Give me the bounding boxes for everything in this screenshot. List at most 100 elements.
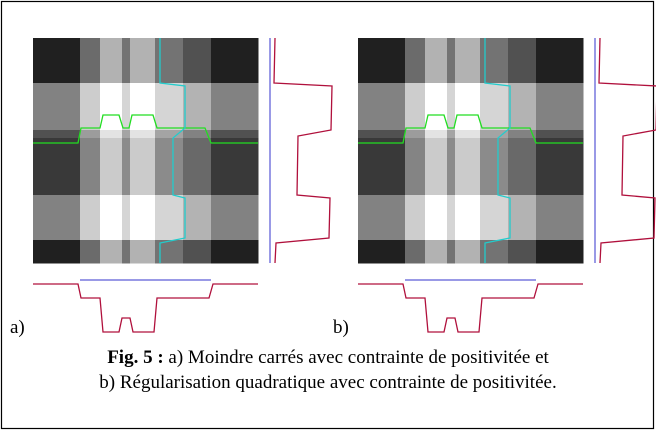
image-cell [155,38,184,84]
image-cell [508,138,537,196]
image-cell [405,130,426,139]
caption-line: Fig. 5 : a) Moindre carrés avec contrain… [107,347,549,368]
profile-bottom [33,283,258,333]
profile-horizontal [33,114,258,144]
image-cell [455,83,481,131]
image-cell [100,83,123,131]
image-cell [211,195,259,241]
image-cell [455,240,481,264]
image-cell [183,240,212,264]
image-cell [130,240,156,264]
image-cell [122,138,131,196]
image-cell [455,195,481,241]
image-cell [480,38,509,84]
image-cell [455,138,481,196]
image-cell [130,130,156,139]
image-cell [405,38,426,84]
image-cell [155,130,184,139]
image-cell [425,240,448,264]
image-cell [425,138,448,196]
image-cell [130,138,156,196]
image-cell [155,195,184,241]
image-cell [447,38,456,84]
panel-label: a) [10,317,25,338]
image-cell [508,83,537,131]
image-cell [536,38,584,84]
image-cell [358,38,406,84]
image-cell [447,83,456,131]
image-cell [358,83,406,131]
image-cell [508,130,537,139]
image-cell [100,38,123,84]
image-cell [155,138,184,196]
image-cell [130,195,156,241]
image-cell [480,195,509,241]
image-cell [122,195,131,241]
image-cell [130,38,156,84]
profile-right [598,37,656,264]
image-cell [183,130,212,139]
image-cell [455,130,481,139]
image-cell [183,38,212,84]
image-cell [447,130,456,139]
image-cell [211,38,259,84]
profile-bottom [358,283,583,333]
image-cell [358,138,406,196]
image-cell [33,83,81,131]
image-cell [536,130,584,139]
image-cell [508,195,537,241]
image-cell [508,38,537,84]
image-cell [80,195,101,241]
image-cell [100,130,123,139]
image-cell [447,138,456,196]
image-cell [80,83,101,131]
image-cell [536,240,584,264]
image-cell [33,138,81,196]
image-cell [183,138,212,196]
image-cell [211,130,259,139]
image-cell [33,195,81,241]
image-cell [80,138,101,196]
image-cell [358,130,406,139]
image-cell [155,240,184,264]
image-cell [405,138,426,196]
caption-text: a) Moindre carrés avec contrainte de pos… [168,347,549,368]
image-cell [100,240,123,264]
image-cell [100,138,123,196]
caption-label: Fig. 5 : [107,347,163,368]
image-cell [122,38,131,84]
image-cell [130,83,156,131]
profile-horizontal [358,114,583,144]
image-cell [122,130,131,139]
profile-right [273,37,333,264]
profile-vertical [159,38,186,263]
image-cell [447,240,456,264]
caption-line: b) Régularisation quadratique avec contr… [99,372,556,393]
image-cell [425,195,448,241]
image-cell [480,240,509,264]
image-cell [480,130,509,139]
image-cell [80,240,101,264]
panels [33,37,656,333]
image-cell [155,83,184,131]
image-cell [536,138,584,196]
image-cell [405,83,426,131]
image-cell [358,240,406,264]
image-cell [425,38,448,84]
image-cell [425,130,448,139]
image-cell [536,83,584,131]
image-cell [33,130,81,139]
image-cell [508,240,537,264]
image-cell [405,195,426,241]
panel-label: b) [333,317,349,338]
image-cell [80,38,101,84]
image-cell [425,83,448,131]
image-cell [447,195,456,241]
image-cell [211,83,259,131]
image-cell [122,240,131,264]
image-cell [536,195,584,241]
image-cell [358,195,406,241]
